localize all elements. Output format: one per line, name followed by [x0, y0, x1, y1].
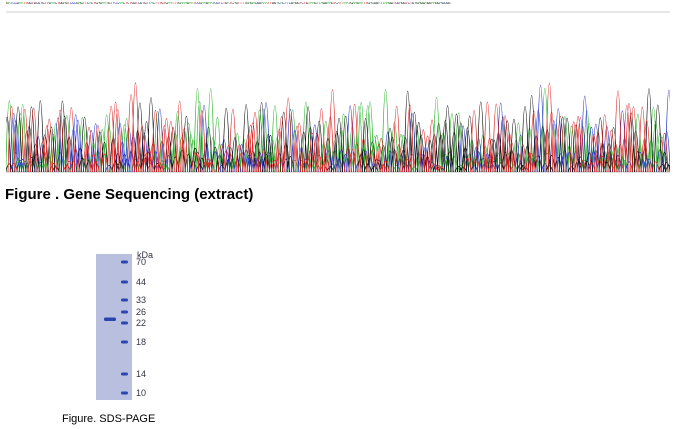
marker-label-70: 70 — [136, 257, 147, 267]
marker-label-44: 44 — [136, 277, 147, 287]
ladder-band-22 — [121, 321, 128, 325]
sds-page-caption: Figure. SDS-PAGE — [62, 413, 156, 425]
ladder-band-10 — [121, 391, 128, 395]
marker-label-26: 26 — [136, 307, 147, 317]
ladder-band-44 — [121, 280, 128, 284]
marker-label-22: 22 — [136, 318, 147, 328]
trace-T — [7, 82, 669, 173]
gel-lane-background — [96, 254, 132, 400]
sds-page-gel-figure: kDa 70 44 33 26 22 18 14 10 — [90, 248, 190, 408]
marker-label-14: 14 — [136, 369, 147, 379]
marker-label-33: 33 — [136, 295, 147, 305]
sequence-text: GATCCGAATTGGTGCGTGTTGAACTGGAGTCCCGAGTTCA… — [6, 2, 451, 6]
gel-image — [96, 254, 132, 400]
chromatogram-trace — [6, 11, 670, 173]
kda-unit-label: kDa — [137, 250, 154, 260]
sequencing-chromatogram: GATCCGAATTGGTGCGTGTTGAACTGGAGTCCCGAGTTCA… — [6, 0, 670, 178]
sample-band — [104, 317, 116, 321]
ladder-band-33 — [121, 298, 128, 302]
marker-label-10: 10 — [136, 388, 147, 398]
ladder-band-26 — [121, 310, 128, 314]
ladder-band-14 — [121, 372, 128, 376]
ladder-band-70 — [121, 260, 128, 264]
ladder-band-18 — [121, 340, 128, 344]
sequencing-caption: Figure . Gene Sequencing (extract) — [5, 186, 254, 203]
marker-label-18: 18 — [136, 337, 147, 347]
